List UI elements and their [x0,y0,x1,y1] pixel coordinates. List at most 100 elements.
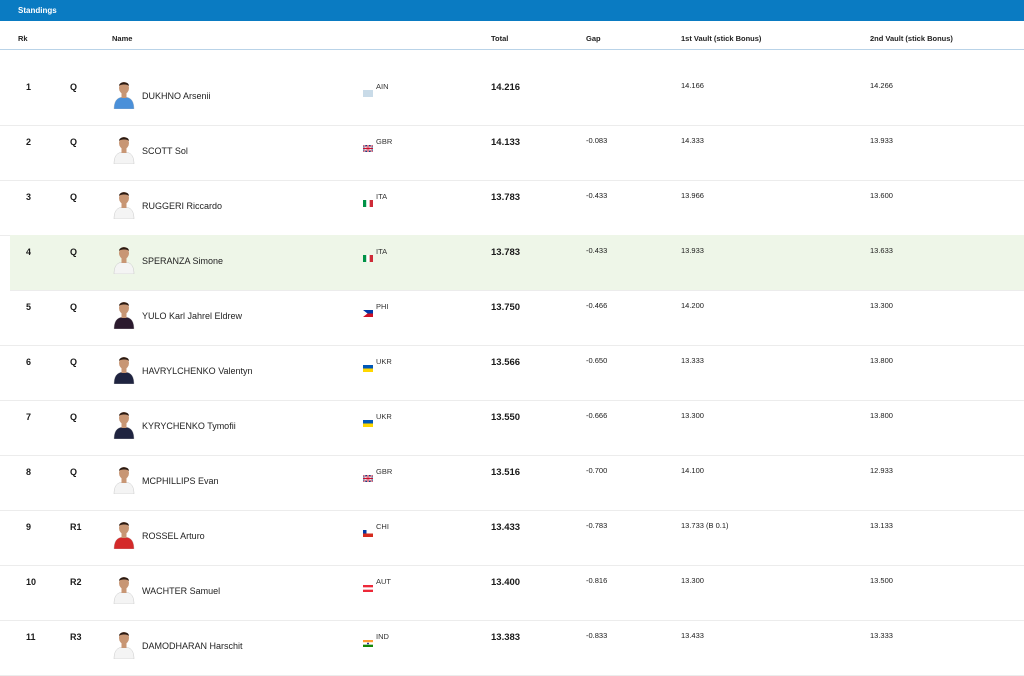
athlete-avatar[interactable] [113,243,135,274]
ind-flag-icon [363,634,373,647]
athlete-avatar[interactable] [113,408,135,439]
vault-2-score: 13.500 [870,576,893,585]
rank-cell: 10 [26,577,37,587]
rank-cell: 8 [26,467,32,477]
table-row[interactable]: 9 R1 ROSSEL Arturo CHI 13.433 -0.783 13.… [0,510,1024,566]
col-rank[interactable]: Rk [18,34,28,43]
qualification-cell: Q [70,247,78,257]
athlete-avatar[interactable] [113,78,135,109]
vault-2-score: 13.933 [870,136,893,145]
table-row[interactable]: 2 Q SCOTT Sol GBR 14.133 -0.083 14.333 1… [0,125,1024,181]
athlete-avatar[interactable] [113,188,135,219]
table-row[interactable]: 6 Q HAVRYLCHENKO Valentyn UKR 13.566 -0.… [0,345,1024,401]
gbr-flag-icon [362,139,374,153]
noc-code: GBR [376,137,393,146]
athlete-avatar[interactable] [113,628,135,659]
athlete-name[interactable]: SPERANZA Simone [142,256,224,266]
rank-cell: 11 [26,632,36,642]
ukr-flag-icon [363,414,373,427]
table-row[interactable]: 10 R2 WACHTER Samuel AUT 13.400 -0.816 1… [0,565,1024,621]
vault-2-score: 13.800 [870,411,893,420]
noc-code: IND [376,632,389,641]
col-gap[interactable]: Gap [586,34,601,43]
table-row[interactable]: 3 Q RUGGERI Riccardo ITA 13.783 -0.433 1… [0,180,1024,236]
athlete-avatar[interactable] [113,573,135,604]
col-total[interactable]: Total [491,34,509,43]
total-score: 13.750 [491,302,521,313]
total-score: 13.433 [491,522,521,533]
vault-1-score: 13.333 [681,356,704,365]
ita-flag-icon [363,194,373,207]
athlete-avatar[interactable] [113,298,135,329]
col-name[interactable]: Name [112,34,133,43]
standings-table: Rk Name Total Gap 1st Vault (stick Bonus… [0,21,1024,676]
total-score: 13.783 [491,192,521,203]
vault-2-score: 13.133 [870,521,893,530]
athlete-name[interactable]: DAMODHARAN Harschit [142,641,243,651]
col-vault-1[interactable]: 1st Vault (stick Bonus) [681,34,762,43]
table-row[interactable]: 7 Q KYRYCHENKO Tymofii UKR 13.550 -0.666… [0,400,1024,456]
athlete-name[interactable]: ROSSEL Arturo [142,531,205,541]
table-row[interactable]: 11 R3 DAMODHARAN Harschit IND 13.383 -0.… [0,620,1024,676]
vault-1-score: 13.300 [681,411,704,420]
total-score: 13.550 [491,412,521,423]
rank-cell: 6 [26,357,32,367]
gap-value: -0.816 [586,576,608,585]
table-row[interactable]: 4 Q SPERANZA Simone ITA 13.783 -0.433 13… [10,235,1024,291]
gap-value: -0.700 [586,466,608,475]
athlete-name[interactable]: DUKHNO Arsenii [142,91,211,101]
athlete-name[interactable]: WACHTER Samuel [142,586,221,596]
gap-value: -0.466 [586,301,608,310]
vault-1-score: 13.733 (B 0.1) [681,521,729,530]
qualification-cell: Q [70,357,78,367]
noc-code: PHI [376,302,389,311]
athlete-name[interactable]: MCPHILLIPS Evan [142,476,219,486]
total-score: 13.383 [491,632,521,643]
noc-code: UKR [376,412,392,421]
standings-header: Standings [0,0,1024,21]
vault-2-score: 13.800 [870,356,893,365]
table-row[interactable]: 5 Q YULO Karl Jahrel Eldrew PHI 13.750 -… [0,290,1024,346]
rank-cell: 2 [26,137,32,147]
gbr-flag-icon [362,469,374,483]
ita-flag-icon [363,249,373,262]
gap-value: -0.083 [586,136,608,145]
vault-1-score: 13.933 [681,246,704,255]
gap-value: -0.433 [586,191,608,200]
table-row[interactable]: 1 Q DUKHNO Arsenii AIN 14.216 14.166 14.… [0,70,1024,126]
athlete-avatar[interactable] [113,353,135,384]
total-score: 13.516 [491,467,521,478]
total-score: 13.566 [491,357,521,368]
noc-code: GBR [376,467,393,476]
vault-2-score: 13.300 [870,301,893,310]
athlete-name[interactable]: YULO Karl Jahrel Eldrew [142,311,243,321]
table-row[interactable]: 8 Q MCPHILLIPS Evan GBR 13.516 -0.700 14… [0,455,1024,511]
qualification-cell: R1 [70,522,82,532]
total-score: 14.216 [491,82,521,93]
qualification-cell: Q [70,467,78,477]
athlete-name[interactable]: SCOTT Sol [142,146,188,156]
athlete-avatar[interactable] [113,463,135,494]
standings-title: Standings [18,6,57,15]
vault-2-score: 12.933 [870,466,893,475]
rank-cell: 7 [26,412,32,422]
athlete-avatar[interactable] [113,133,135,164]
athlete-avatar[interactable] [113,518,135,549]
gap-value: -0.433 [586,246,608,255]
qualification-cell: Q [70,412,78,422]
qualification-cell: Q [70,137,78,147]
athlete-name[interactable]: RUGGERI Riccardo [142,201,223,211]
col-vault-2[interactable]: 2nd Vault (stick Bonus) [870,34,953,43]
vault-1-score: 14.100 [681,466,704,475]
vault-2-score: 13.333 [870,631,893,640]
chi-flag-icon [363,524,373,537]
vault-1-score: 14.166 [681,81,704,90]
athlete-name[interactable]: KYRYCHENKO Tymofii [142,421,236,431]
athlete-name[interactable]: HAVRYLCHENKO Valentyn [142,366,253,376]
gap-value: -0.833 [586,631,608,640]
qualification-cell: Q [70,192,78,202]
noc-code: ITA [376,192,388,201]
gap-value: -0.650 [586,356,608,365]
vault-2-score: 14.266 [870,81,893,90]
noc-code: AIN [376,82,389,91]
